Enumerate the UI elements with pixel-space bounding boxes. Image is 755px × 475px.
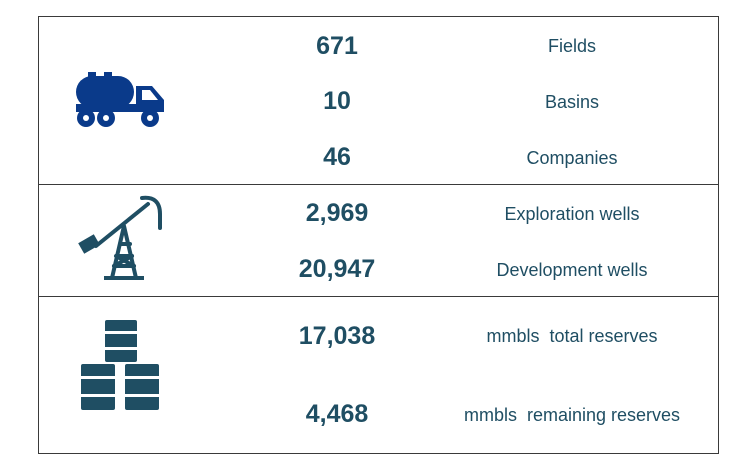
stat-label-companies: Companies [526, 148, 618, 168]
stat-value-remaining-reserves: 4,468 [305, 400, 369, 428]
stat-value-development-wells: 20,947 [298, 255, 376, 283]
section-divider [38, 184, 719, 185]
stat-label-remaining-reserves: mmbls remaining reserves [463, 405, 681, 425]
stat-value-exploration-wells: 2,969 [305, 199, 369, 227]
stat-label-development-wells: Development wells [496, 260, 648, 280]
stat-label-fields: Fields [547, 36, 596, 56]
oil-barrels-icon [81, 320, 159, 410]
tanker-truck-icon [76, 72, 164, 127]
stats-panel [38, 16, 719, 454]
oil-pump-jack-icon [78, 195, 162, 280]
stat-label-exploration-wells: Exploration wells [504, 204, 640, 224]
section-divider [38, 296, 719, 297]
stat-value-basins: 10 [323, 87, 351, 115]
stat-value-companies: 46 [323, 143, 351, 171]
stat-value-total-reserves: 17,038 [298, 322, 376, 350]
stat-label-total-reserves: mmbls total reserves [486, 326, 658, 346]
stat-value-fields: 671 [316, 32, 358, 60]
stat-label-basins: Basins [544, 92, 600, 112]
